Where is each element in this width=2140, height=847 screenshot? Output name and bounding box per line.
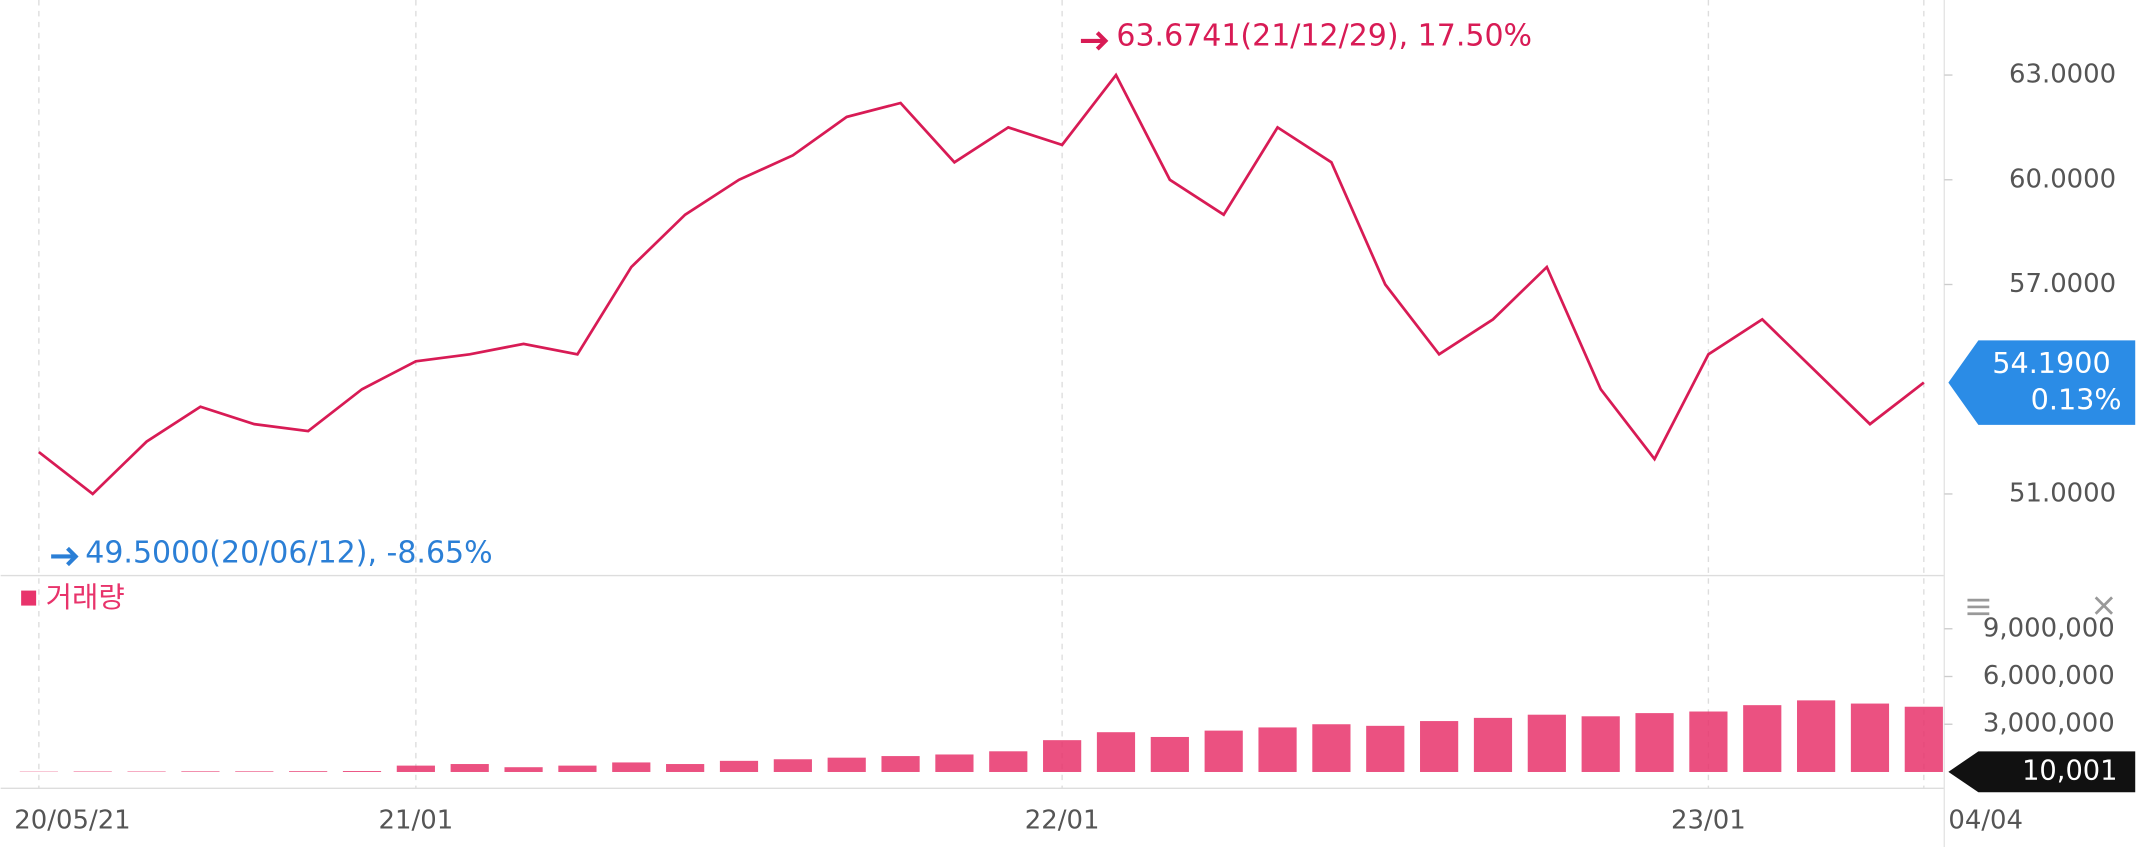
x-tick-label: 23/01 (1671, 806, 1746, 836)
volume-bar (827, 757, 866, 772)
last-volume-label: 10,001 (2022, 755, 2117, 786)
volume-bar (612, 762, 651, 772)
x-tick-label: 22/01 (1025, 806, 1100, 836)
volume-bar (1904, 706, 1943, 772)
x-tick-label: 04/04 (1948, 806, 2023, 836)
volume-bar (773, 759, 812, 772)
y-tick-label: 51.0000 (2009, 478, 2116, 508)
last-price-box (1948, 340, 2136, 425)
volume-bar (1743, 705, 1782, 772)
y-tick-label: 3,000,000 (1983, 709, 2115, 739)
y-tick-label: 63.0000 (2009, 60, 2116, 90)
volume-bar (1366, 725, 1405, 772)
volume-bar (289, 771, 328, 772)
legend-label: 거래량 (46, 580, 125, 614)
menu-icon[interactable] (1967, 598, 1990, 616)
volume-bar (1473, 717, 1513, 772)
volume-bar (719, 760, 759, 772)
volume-bar (1527, 714, 1566, 772)
volume-bar (396, 765, 435, 772)
arrow-icon (51, 546, 79, 567)
volume-bar (450, 764, 489, 772)
high-annotation: 63.6741(21/12/29), 17.50% (1116, 18, 1532, 53)
volume-bar (558, 765, 597, 772)
volume-bar (1635, 713, 1674, 772)
volume-bar (1150, 736, 1189, 772)
legend-swatch (21, 590, 37, 606)
price-line (38, 72, 1925, 496)
volume-bar (1312, 724, 1351, 772)
volume-bar (989, 751, 1028, 772)
volume-bar (1204, 730, 1243, 772)
change-label: 0.13% (2031, 383, 2122, 417)
arrow-icon (1080, 31, 1109, 51)
volume-bar (935, 754, 974, 772)
volume-bar (1258, 727, 1297, 772)
volume-bar (1689, 711, 1728, 772)
volume-bar (342, 771, 382, 772)
y-tick-label: 6,000,000 (1983, 661, 2115, 691)
last-price-label: 54.1900 (1992, 346, 2110, 380)
volume-bar (1850, 703, 1890, 772)
volume-bar (1420, 721, 1459, 772)
volume-bar (235, 771, 274, 772)
x-tick-label: 21/01 (379, 806, 454, 836)
y-tick-label: 57.0000 (2009, 269, 2116, 299)
volume-bar (181, 771, 220, 772)
volume-bar (1797, 700, 1836, 772)
last-volume-box (1948, 751, 2136, 793)
volume-bar (666, 764, 705, 772)
y-tick-label: 9,000,000 (1983, 613, 2115, 643)
volume-bar (1096, 732, 1136, 772)
volume-bar (504, 767, 543, 772)
close-icon[interactable] (2094, 596, 2114, 615)
volume-bar (881, 756, 920, 772)
y-tick-label: 60.0000 (2009, 164, 2116, 194)
x-tick-label: 20/05/21 (14, 806, 130, 836)
volume-bar (1043, 740, 1082, 772)
low-annotation: 49.5000(20/06/12), -8.65% (85, 535, 492, 570)
volume-bar (1581, 716, 1620, 772)
